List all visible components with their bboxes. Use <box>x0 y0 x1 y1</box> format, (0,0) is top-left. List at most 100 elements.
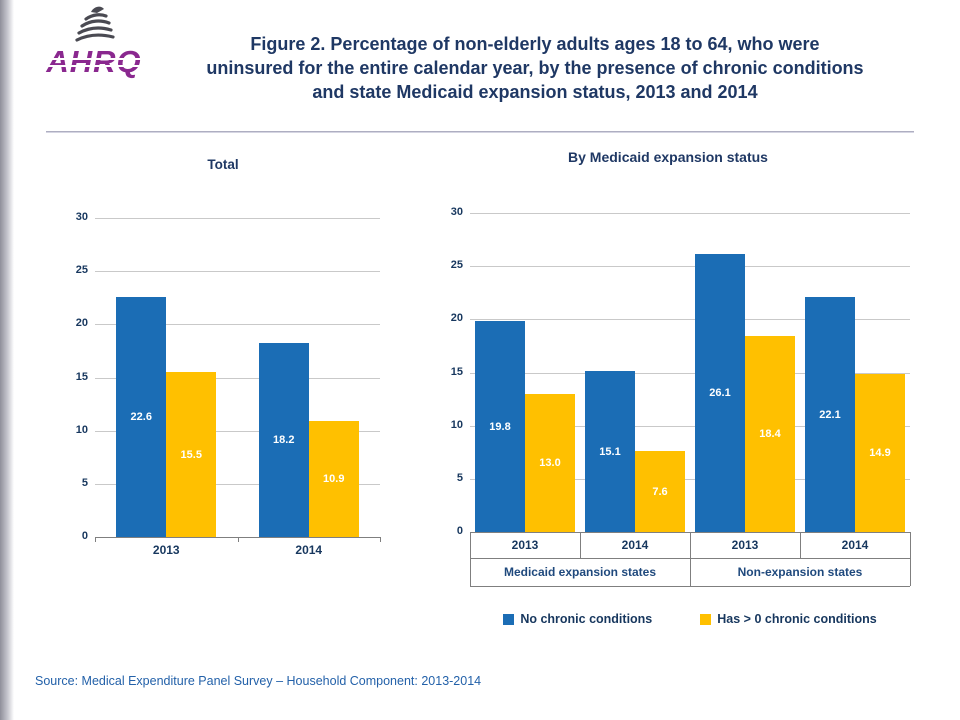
chart-title-total: Total <box>207 157 239 172</box>
x-axis-group-label: Medicaid expansion states <box>503 565 657 579</box>
bar-group: 22.6 15.5 <box>116 218 217 537</box>
bar: 14.9 <box>855 373 905 532</box>
gridline <box>95 324 380 326</box>
bar: 19.8 <box>475 321 525 532</box>
x-axis-category-label: 2013 <box>731 538 759 552</box>
left-edge-gradient <box>0 0 14 720</box>
bar: 26.1 <box>695 254 745 532</box>
axis-tick <box>95 537 96 542</box>
figure-title: Figure 2. Percentage of non-elderly adul… <box>206 34 864 102</box>
bar-value-label: 7.6 <box>652 485 668 498</box>
x-axis-category-label: 2014 <box>295 543 323 557</box>
bar: 10.9 <box>308 421 359 537</box>
chart-title-expansion: By Medicaid expansion status <box>568 149 768 165</box>
axis-tick <box>470 532 471 586</box>
axis-tick <box>800 532 801 558</box>
bar-value-label: 13.0 <box>539 456 561 469</box>
bar-group: 15.1 7.6 <box>585 213 685 532</box>
x-axis-category-label: 2013 <box>152 543 180 557</box>
title-divider <box>46 131 914 133</box>
ahrq-logo-text: AHRQ <box>46 44 142 79</box>
x-axis-category-label: 2013 <box>511 538 539 552</box>
chart-total: 0 5 10 15 20 25 30 22.6 15.5 18.2 10.9 2013 2014 <box>58 210 388 610</box>
y-axis-tick-label: 0 <box>81 530 88 542</box>
bar: 15.1 <box>585 371 635 532</box>
y-axis-tick-label: 30 <box>450 206 463 218</box>
bar-value-label: 22.1 <box>819 408 841 421</box>
bar: 15.5 <box>166 372 217 537</box>
x-axis-group-row: Medicaid expansion states Non-expansion s… <box>470 565 910 579</box>
bar: 13.0 <box>525 393 575 532</box>
bar: 22.1 <box>805 297 855 532</box>
y-axis-tick-label: 20 <box>75 317 88 330</box>
bar: 22.6 <box>116 296 167 537</box>
gridline <box>470 425 910 427</box>
y-axis-tick-label: 10 <box>75 423 88 436</box>
legend-item: No chronic conditions <box>503 612 652 626</box>
bar-group: 18.2 10.9 <box>258 218 359 537</box>
hhs-eagle-logo-icon <box>75 6 115 42</box>
x-axis-category-row: 2013 2014 <box>95 543 380 557</box>
axis-line <box>470 586 910 587</box>
y-axis-tick-label: 10 <box>450 418 463 431</box>
bar-group: 19.8 13.0 <box>475 213 575 532</box>
ahrq-logo: AHRQ <box>40 44 148 79</box>
bar-value-label: 15.5 <box>180 448 202 461</box>
logo-stripe <box>40 57 148 60</box>
axis-tick <box>237 537 239 542</box>
x-axis-category-row: 2013 2014 2013 2014 <box>470 538 910 552</box>
agency-logo: AHRQ <box>38 4 150 77</box>
bar-value-label: 14.9 <box>869 446 891 459</box>
legend-label: No chronic conditions <box>520 612 653 626</box>
bar-group: 26.1 18.4 <box>695 213 795 532</box>
bar-value-label: 19.8 <box>489 420 511 433</box>
legend-swatch <box>503 613 515 625</box>
y-axis-tick-label: 15 <box>75 370 88 383</box>
x-axis-group-label: Non-expansion states <box>737 565 863 579</box>
gridline <box>470 319 910 321</box>
bar-value-label: 10.9 <box>323 473 345 486</box>
x-axis-category-label: 2014 <box>841 538 869 552</box>
bar: 18.2 <box>258 343 309 537</box>
bar-value-label: 22.6 <box>130 410 152 423</box>
legend: No chronic conditions Has > 0 chronic con… <box>440 612 940 626</box>
y-axis-tick-label: 5 <box>81 476 88 489</box>
axis-tick <box>910 532 911 586</box>
bar: 18.4 <box>745 336 795 532</box>
bar-value-label: 18.4 <box>759 428 781 441</box>
bar-value-label: 18.2 <box>273 434 295 447</box>
legend-label: Has > 0 chronic conditions <box>717 612 877 626</box>
gridline <box>470 372 910 374</box>
gridline <box>470 213 910 214</box>
y-axis-tick-label: 15 <box>450 365 463 378</box>
y-axis-tick-label: 0 <box>456 525 463 537</box>
chart-expansion: 0 5 10 15 20 25 30 19.8 13.0 15.1 7.6 26.1 18.4 22.1 1… <box>416 205 920 625</box>
y-axis-tick-label: 25 <box>75 264 88 277</box>
y-axis-tick-label: 30 <box>75 211 88 223</box>
gridline <box>95 377 380 379</box>
bar: 7.6 <box>635 451 685 532</box>
legend-item: Has > 0 chronic conditions <box>700 612 877 626</box>
y-axis-tick-label: 20 <box>450 312 463 325</box>
logo-stripe <box>40 64 148 67</box>
y-axis-tick-label: 5 <box>456 471 463 484</box>
gridline <box>470 478 910 480</box>
source-note: Source: Medical Expenditure Panel Survey… <box>35 674 482 688</box>
bar-value-label: 15.1 <box>599 445 621 458</box>
gridline <box>470 266 910 268</box>
gridline <box>95 430 380 432</box>
axis-tick <box>690 532 691 586</box>
gridline <box>95 483 380 485</box>
y-axis-tick-label: 25 <box>450 259 463 272</box>
gridline <box>95 218 380 219</box>
bar-value-label: 26.1 <box>709 387 731 400</box>
gridline <box>95 271 380 273</box>
plot-area: 19.8 13.0 15.1 7.6 26.1 18.4 22.1 14.9 <box>470 213 910 532</box>
legend-swatch <box>700 613 712 625</box>
x-axis-category-label: 2014 <box>621 538 649 552</box>
bar-group: 22.1 14.9 <box>805 213 905 532</box>
plot-area: 22.6 15.5 18.2 10.9 <box>95 218 380 537</box>
axis-tick <box>580 532 581 558</box>
axis-tick <box>380 537 381 542</box>
